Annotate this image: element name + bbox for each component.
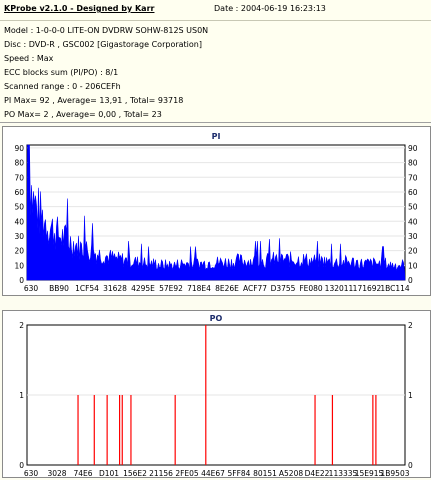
- po-y-tick-label: 2: [19, 321, 24, 330]
- pi-chart: PI 90 90 80 80 70 70 60 60 50 50 40 40 30 30 20 20 10 10 0…: [14, 132, 418, 293]
- po-x-tick-label: 3028: [47, 469, 66, 477]
- pi-x-tick-label: 718E4: [187, 284, 211, 293]
- po-x-tick-label: D4E22: [305, 469, 330, 477]
- pi-y-tick-label-right: 20: [408, 247, 418, 256]
- pi-y-tick-label: 40: [14, 217, 24, 226]
- pi-x-tick-label: 1BC114: [380, 284, 410, 293]
- divider: [0, 20, 431, 21]
- pi-y-tick-label-right: 90: [408, 144, 418, 153]
- pi-y-tick-label: 80: [14, 159, 24, 168]
- po-stats: PO Max= 2 , Average= 0,00 , Total= 23: [4, 110, 162, 119]
- pi-x-tick-label: BB90: [49, 284, 69, 293]
- pi-x-tick-label: 57E92: [159, 284, 183, 293]
- pi-x-tick-label: 630: [24, 284, 39, 293]
- po-y-tick-label: 0: [19, 461, 24, 470]
- pi-chart-title: PI: [212, 132, 221, 141]
- po-chart-title: PO: [210, 314, 223, 323]
- app-title: KProbe v2.1.0 - Designed by Karr: [4, 4, 155, 13]
- po-x-tick-label: D101: [99, 469, 119, 477]
- pi-y-tick-label: 10: [14, 261, 24, 270]
- po-x-tick-label: 2FE05: [175, 469, 199, 477]
- pi-x-tick-label: 1CF54: [75, 284, 99, 293]
- pi-y-tick-label-right: 30: [408, 232, 418, 241]
- po-x-tick-label: 113335: [329, 469, 358, 477]
- po-x-tick-label: 80151: [253, 469, 277, 477]
- pi-y-tick-label: 60: [14, 188, 24, 197]
- pi-y-tick-label: 50: [14, 203, 24, 212]
- po-chart-panel: PO 2 2 1 1 0 0 630 3028 74E6 D101 156E2 21156 2FE05…: [2, 310, 431, 478]
- pi-y-tick-label-right: 60: [408, 188, 418, 197]
- pi-x-tick-label: FE080: [299, 284, 323, 293]
- pi-y-tick-label: 0: [19, 276, 24, 285]
- pi-y-tick-label-right: 0: [408, 276, 413, 285]
- po-x-tick-label: 5FF84: [228, 469, 251, 477]
- scanned-range: Scanned range : 0 - 206CEFh: [4, 82, 121, 91]
- disc-info: Disc : DVD-R , GSC002 [Gigastorage Corpo…: [4, 40, 202, 49]
- po-x-tick-label: 74E6: [73, 469, 92, 477]
- ecc-info: ECC blocks sum (PI/PO) : 8/1: [4, 68, 119, 77]
- pi-x-tick-label: 31628: [103, 284, 127, 293]
- pi-x-tick-label: 4295E: [131, 284, 155, 293]
- po-x-tick-label: 156E2: [123, 469, 147, 477]
- po-x-tick-label: 15E915: [355, 469, 384, 477]
- pi-y-tick-label-right: 40: [408, 217, 418, 226]
- pi-y-tick-label: 70: [14, 173, 24, 182]
- pi-y-tick-label-right: 80: [408, 159, 418, 168]
- pi-y-tick-label: 20: [14, 247, 24, 256]
- po-y-tick-label: 1: [19, 391, 24, 400]
- pi-stats: PI Max= 92 , Average= 13,91 , Total= 937…: [4, 96, 184, 105]
- pi-chart-panel: PI 90 90 80 80 70 70 60 60 50 50 40 40 30 30 20 20 10 10 0…: [2, 126, 431, 296]
- po-x-tick-label: 1B9503: [380, 469, 409, 477]
- po-chart: PO 2 2 1 1 0 0 630 3028 74E6 D101 156E2 21156 2FE05…: [19, 314, 413, 477]
- pi-plot-area: [26, 144, 406, 281]
- po-x-tick-label: A5208: [279, 469, 303, 477]
- pi-x-tick-label: 171692: [353, 284, 382, 293]
- po-y-tick-label-right: 2: [408, 321, 413, 330]
- po-y-tick-label-right: 1: [408, 391, 413, 400]
- speed-info: Speed : Max: [4, 54, 54, 63]
- pi-x-tick-label: 132011: [325, 284, 354, 293]
- po-x-tick-label: 21156: [149, 469, 173, 477]
- drive-model: Model : 1-0-0-0 LITE-ON DVDRW SOHW-812S …: [4, 26, 209, 35]
- po-y-tick-label-right: 0: [408, 461, 413, 470]
- scan-date: Date : 2004-06-19 16:23:13: [214, 4, 326, 13]
- pi-x-tick-label: 8E26E: [215, 284, 239, 293]
- pi-x-tick-label: ACF77: [243, 284, 267, 293]
- scan-info-panel: KProbe v2.1.0 - Designed by Karr Date : …: [0, 0, 431, 123]
- po-x-tick-label: 44E67: [201, 469, 225, 477]
- pi-x-tick-label: D3755: [271, 284, 296, 293]
- pi-y-tick-label-right: 70: [408, 173, 418, 182]
- pi-y-tick-label-right: 50: [408, 203, 418, 212]
- pi-series-area: [26, 144, 406, 281]
- pi-y-tick-label: 90: [14, 144, 24, 153]
- pi-y-tick-label: 30: [14, 232, 24, 241]
- pi-y-tick-label-right: 10: [408, 261, 418, 270]
- po-x-tick-label: 630: [24, 469, 39, 477]
